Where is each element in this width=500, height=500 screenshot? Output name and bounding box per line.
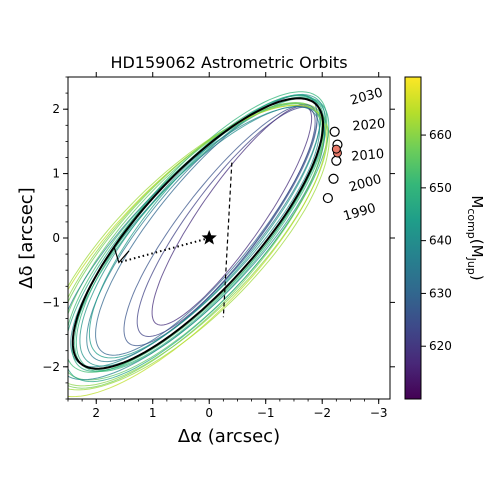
colorbar-tick-label: 660: [429, 128, 452, 142]
best-orbit-line: [71, 97, 324, 370]
sampled-orbit: [68, 106, 325, 381]
epoch-label: 2020: [352, 117, 386, 135]
sampled-orbit: [136, 106, 316, 338]
y-tick-label: −2: [42, 360, 60, 374]
colorbar-ticks: 620 630 640 650 660: [421, 128, 452, 353]
epoch-label: 2010: [351, 147, 385, 165]
sampled-orbit: [151, 105, 313, 326]
sampled-orbit: [86, 94, 321, 363]
epoch-marker: [322, 192, 333, 204]
colorbar-label: Mcomp(MJup): [465, 195, 486, 280]
y-tick-label: 0: [52, 231, 60, 245]
colorbar-tick-label: 640: [429, 234, 452, 248]
x-tick-label: −3: [370, 406, 388, 420]
chart-title: HD159062 Astrometric Orbits: [110, 53, 347, 72]
colorbar-tick-label: 620: [429, 339, 452, 353]
sampled-orbit: [68, 102, 324, 389]
epoch-marker: [328, 173, 339, 184]
colorbar: 620 630 640 650 660 Mcomp(MJup): [404, 76, 486, 400]
observation-point: [331, 144, 341, 154]
direction-arrow: [113, 247, 130, 264]
best-fit-orbit: [71, 97, 324, 370]
epoch-marker: [329, 126, 340, 137]
x-tick-label: −1: [257, 406, 275, 420]
minor-axis-line: [222, 162, 233, 318]
x-axis-ticks: 2 1 0 −1 −2 −3: [67, 72, 388, 420]
x-tick-label: 1: [149, 406, 157, 420]
sampled-orbit: [70, 106, 321, 368]
sampled-orbit: [75, 95, 325, 371]
y-axis-label: Δδ [arcsec]: [16, 187, 37, 288]
y-tick-label: 1: [52, 167, 60, 181]
colorbar-tick-label: 630: [429, 286, 452, 300]
colorbar-tick-label: 650: [429, 181, 452, 195]
x-tick-label: 0: [205, 406, 213, 420]
x-axis-label: Δα (arcsec): [178, 426, 280, 447]
colorbar-gradient: [404, 76, 422, 400]
x-tick-label: −2: [313, 406, 331, 420]
x-tick-label: 2: [92, 406, 100, 420]
y-tick-label: −1: [42, 295, 60, 309]
host-star-marker: [201, 230, 217, 245]
y-tick-label: 2: [52, 102, 60, 116]
sampled-orbit: [68, 104, 327, 398]
y-axis-ticks: −2 −1 0 1 2: [42, 76, 395, 400]
sampled-orbit: [123, 104, 318, 347]
